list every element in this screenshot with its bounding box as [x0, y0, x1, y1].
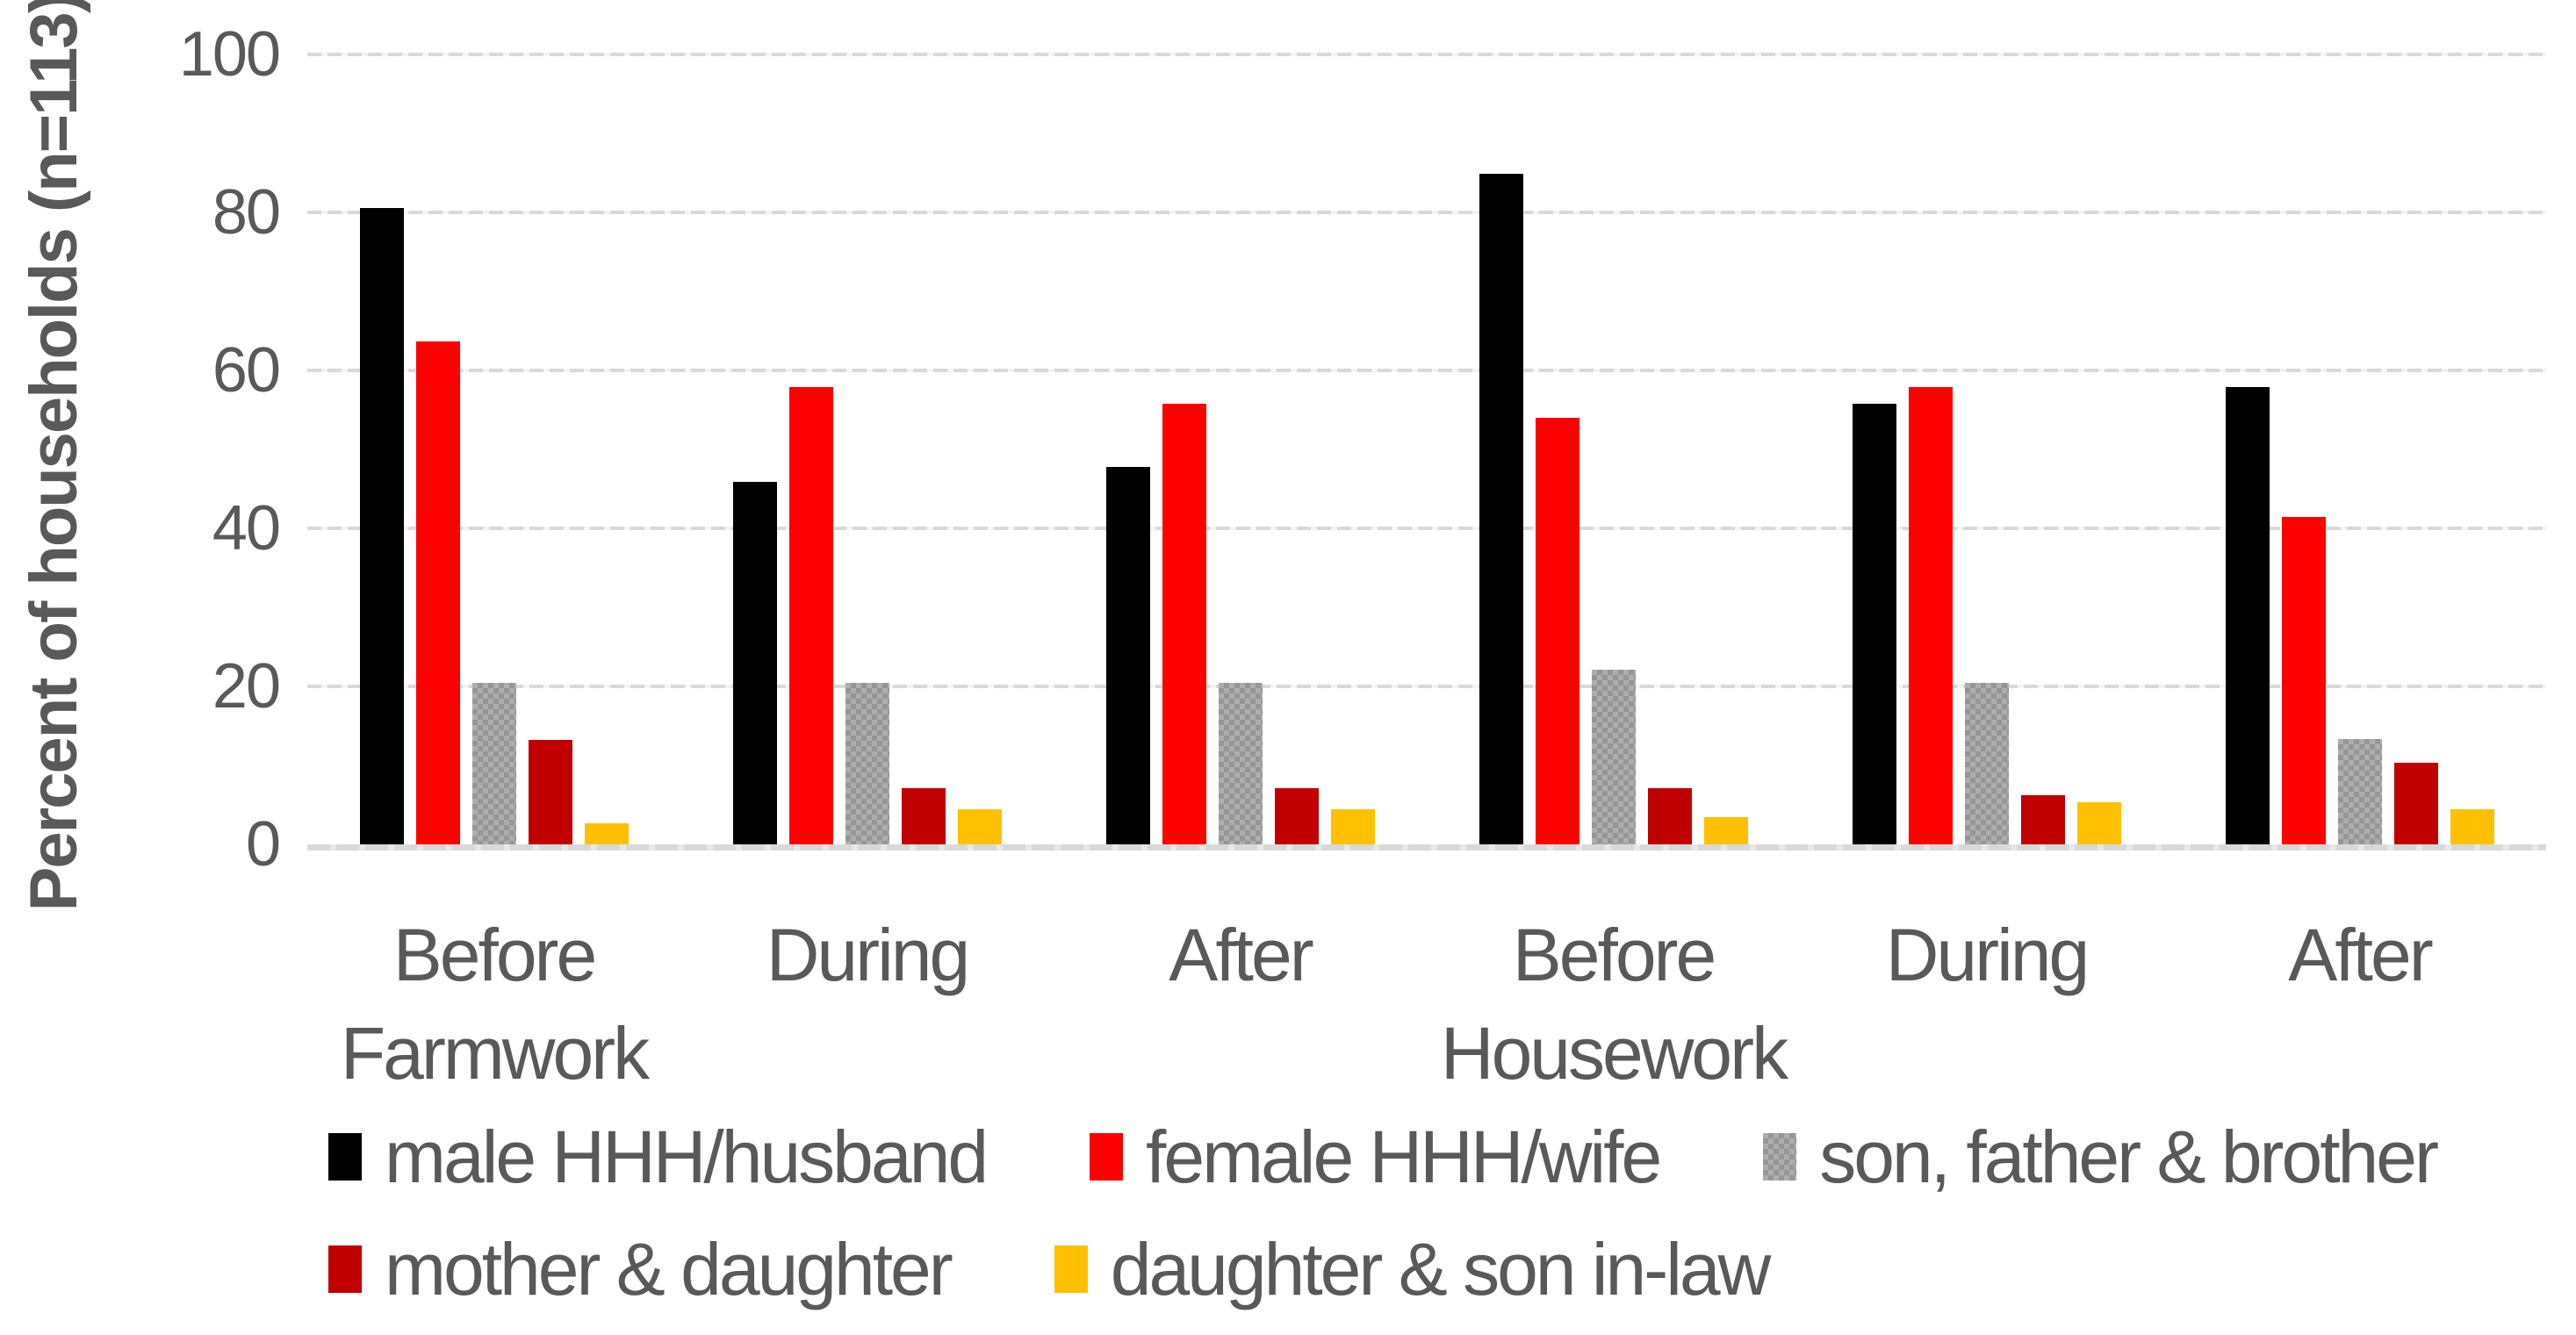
legend-label-son-father-brother: son, father & brother: [1819, 1115, 2439, 1198]
legend-item-female-hhh-wife: female HHH/wife: [1090, 1115, 1662, 1200]
bar-male-hhh-husband-group-3: [1479, 173, 1523, 844]
bar-group-1-during: [680, 54, 1054, 844]
y-tick-label-60: 60: [212, 335, 281, 406]
x-axis-category-labels: Before During After Before During After: [307, 913, 2546, 998]
gridline-y-60: [307, 369, 2546, 372]
legend-swatch-female-hhh-wife: [1090, 1133, 1124, 1181]
bar-female-hhh-wife-group-4: [1908, 386, 1953, 844]
bar-daughter-son-in-law-group-1: [957, 809, 1002, 844]
bar-group-2-after: [1054, 54, 1427, 844]
bar-mother-daughter-group-3: [1647, 788, 1692, 844]
x-section-label-farmwork: Farmwork: [340, 1012, 650, 1095]
bar-group-3-before: [1427, 54, 1800, 844]
gridline-y-20: [307, 685, 2546, 688]
gridline-y-100: [307, 53, 2546, 56]
bar-daughter-son-in-law-group-3: [1703, 816, 1748, 844]
bar-son-father-brother-group-3: [1591, 670, 1636, 844]
bar-mother-daughter-group-0: [528, 740, 572, 844]
x-category-label-3-before: Before: [1512, 914, 1717, 996]
bar-son-father-brother-group-0: [471, 683, 516, 844]
legend-swatch-daughter-son-in-law: [1054, 1245, 1088, 1293]
x-section-label-empty-1: [680, 1011, 1054, 1096]
x-category-label-4-during: During: [1885, 914, 2090, 996]
x-section-label-housework: Housework: [1440, 1012, 1788, 1095]
bar-son-father-brother-group-1: [845, 683, 889, 844]
x-category-label-2-after: After: [1169, 914, 1313, 996]
legend-label-daughter-son-in-law: daughter & son in-law: [1110, 1227, 1771, 1310]
bar-male-hhh-husband-group-0: [359, 207, 404, 844]
bar-male-hhh-husband-group-1: [732, 481, 777, 844]
bar-daughter-son-in-law-group-2: [1330, 809, 1375, 844]
legend-row-1: male HHH/husband female HHH/wife son, fath…: [328, 1113, 2439, 1201]
bar-group-0-before: [307, 54, 680, 844]
bar-son-father-brother-group-2: [1218, 683, 1263, 844]
x-section-label-empty-4: [1800, 1011, 2173, 1096]
bar-son-father-brother-group-4: [1964, 683, 2009, 844]
plot-area: [307, 53, 2546, 851]
x-axis-baseline: [307, 844, 2546, 851]
bar-female-hhh-wife-group-3: [1535, 418, 1579, 844]
legend-swatch-son-father-brother: [1763, 1133, 1797, 1181]
bar-female-hhh-wife-group-0: [415, 341, 460, 844]
bar-male-hhh-husband-group-5: [2225, 386, 2270, 844]
legend-row-2: mother & daughter daughter & son in-law: [328, 1225, 1771, 1313]
gridline-y-40: [307, 527, 2546, 530]
bar-female-hhh-wife-group-1: [788, 386, 833, 844]
legend-item-daughter-son-in-law: daughter & son in-law: [1054, 1227, 1771, 1312]
y-tick-label-80: 80: [212, 177, 281, 248]
bar-group-4-during: [1800, 54, 2173, 844]
x-category-label-5-after: After: [2288, 914, 2433, 996]
legend-swatch-mother-daughter: [328, 1245, 362, 1293]
bar-son-father-brother-group-5: [2337, 739, 2382, 844]
x-category-label-0-before: Before: [392, 914, 598, 996]
x-section-label-empty-5: [2173, 1011, 2546, 1096]
legend-label-mother-daughter: mother & daughter: [385, 1227, 953, 1310]
bar-female-hhh-wife-group-5: [2281, 517, 2326, 844]
bar-male-hhh-husband-group-4: [1852, 403, 1896, 844]
bar-mother-daughter-group-5: [2393, 763, 2438, 844]
x-section-label-empty-2: [1054, 1011, 1427, 1096]
bar-daughter-son-in-law-group-4: [2076, 802, 2121, 844]
gridline-y-80: [307, 211, 2546, 214]
y-tick-label-40: 40: [212, 493, 281, 563]
bar-mother-daughter-group-4: [2020, 795, 2065, 844]
legend-item-mother-daughter: mother & daughter: [328, 1227, 953, 1312]
bar-mother-daughter-group-1: [901, 788, 946, 844]
y-tick-label-100: 100: [178, 19, 281, 90]
legend-item-male-hhh-husband: male HHH/husband: [328, 1115, 989, 1200]
x-category-label-1-during: During: [766, 914, 970, 996]
bar-male-hhh-husband-group-2: [1105, 466, 1150, 844]
bar-group-5-after: [2173, 54, 2546, 844]
bar-groups: [307, 54, 2546, 844]
y-tick-label-0: 0: [245, 809, 281, 879]
bar-mother-daughter-group-2: [1274, 788, 1319, 844]
legend-item-son-father-brother: son, father & brother: [1763, 1115, 2439, 1200]
bar-daughter-son-in-law-group-0: [584, 822, 629, 844]
bar-daughter-son-in-law-group-5: [2450, 809, 2494, 844]
y-axis-tick-labels: 0 20 40 60 80 100: [0, 19, 281, 879]
x-axis-section-labels: Farmwork Housework: [307, 1011, 2546, 1096]
legend-swatch-male-hhh-husband: [328, 1133, 362, 1181]
bar-female-hhh-wife-group-2: [1162, 403, 1206, 844]
legend-label-male-hhh-husband: male HHH/husband: [385, 1115, 989, 1198]
legend-label-female-hhh-wife: female HHH/wife: [1146, 1115, 1662, 1198]
y-tick-label-20: 20: [212, 651, 281, 721]
